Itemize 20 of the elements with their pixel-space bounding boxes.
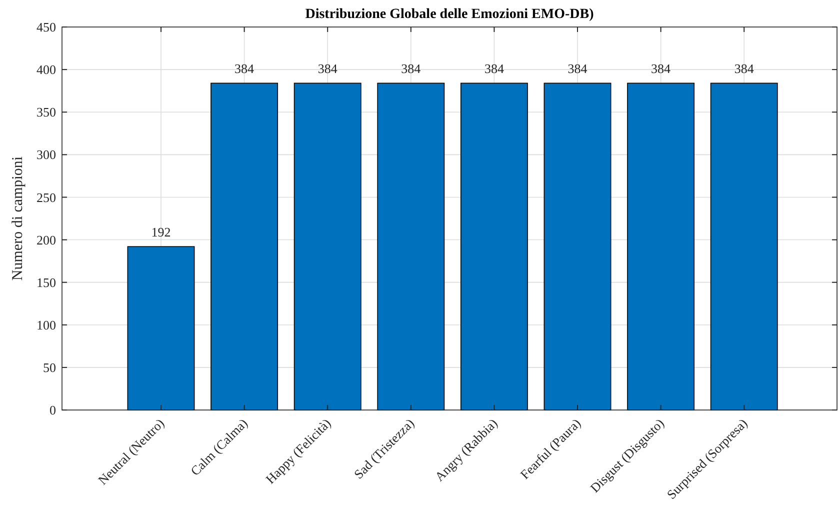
y-tick-label: 0 <box>50 402 56 418</box>
data-label: 384 <box>568 61 588 76</box>
data-label: 384 <box>318 61 338 76</box>
y-tick-label: 450 <box>36 20 56 35</box>
y-tick-label: 250 <box>36 190 56 205</box>
y-tick-label: 400 <box>36 62 56 78</box>
y-tick-label: 50 <box>43 360 56 375</box>
data-label: 384 <box>401 61 422 76</box>
data-label: 384 <box>651 61 672 76</box>
chart-title: Distribuzione Globale delle Emozioni EMO-DB) <box>305 7 594 22</box>
data-label: 192 <box>151 224 171 240</box>
data-label: 384 <box>734 61 754 76</box>
y-tick-label: 150 <box>36 274 56 290</box>
y-tick-label: 200 <box>36 232 56 248</box>
y-axis-title: Numero di campioni <box>10 156 26 281</box>
y-tick-label: 350 <box>36 104 56 120</box>
y-tick-label: 300 <box>36 147 56 162</box>
y-tick-label: 100 <box>36 317 56 332</box>
data-label: 384 <box>234 61 255 76</box>
data-label: 384 <box>484 61 504 76</box>
